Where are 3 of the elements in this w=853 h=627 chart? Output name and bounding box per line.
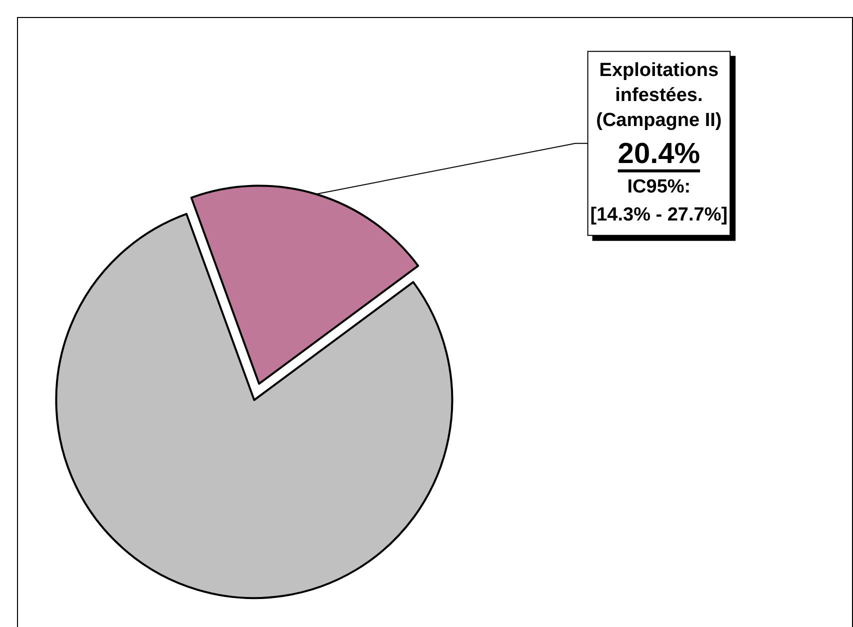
text: IC95%: [14.3% - 27.7%] [590,176,728,226]
slice-label: Exploitations infestées. (Campagne II) [596,60,722,131]
data-label: 20.4% [618,138,700,170]
